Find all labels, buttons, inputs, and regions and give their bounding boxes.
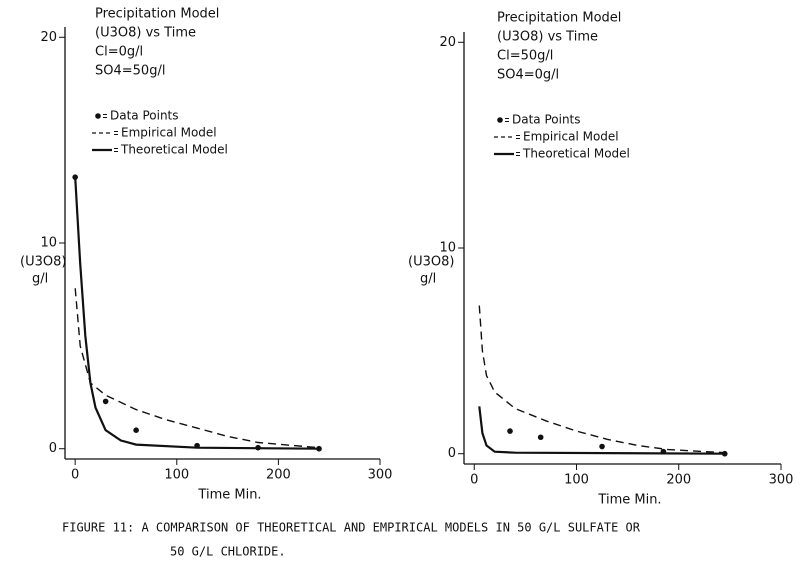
legend-label: Data Points [512, 113, 581, 127]
chart-title: (U3O8) vs Time [497, 30, 598, 45]
y-axis-label: g/l [32, 272, 48, 287]
model-line [478, 406, 725, 455]
x-tick-label: 300 [368, 468, 393, 483]
data-point [102, 398, 109, 405]
chart-title: SO4=50g/l [95, 64, 165, 79]
legend-marker [95, 113, 101, 119]
y-tick-label: 10 [439, 241, 456, 256]
y-tick-label: 10 [40, 236, 57, 251]
data-point [537, 434, 544, 441]
chart-title: (U3O8) vs Time [95, 26, 196, 41]
model-line [74, 288, 320, 449]
chart-title: Cl=50g/l [497, 49, 553, 64]
x-tick-label: 200 [266, 468, 291, 483]
chart-title: Cl=0g/l [95, 45, 143, 60]
legend-label: Empirical Model [121, 126, 217, 140]
y-tick-label: 20 [439, 35, 456, 50]
chart-title: Precipitation Model [95, 7, 219, 22]
data-point [72, 174, 78, 180]
model-line [478, 305, 725, 454]
legend-marker [497, 117, 503, 123]
x-tick-label: 200 [666, 473, 691, 488]
data-point [316, 445, 322, 452]
legend-label: Theoretical Model [522, 147, 630, 161]
data-point [133, 427, 139, 434]
y-tick-label: 20 [40, 30, 57, 45]
caption: 50 G/L CHLORIDE. [170, 545, 286, 559]
y-axis-label: g/l [420, 272, 436, 287]
x-axis-label: Time Min. [197, 488, 261, 503]
x-tick-label: 0 [71, 468, 79, 483]
legend-label: Theoretical Model [120, 143, 228, 157]
x-tick-label: 100 [564, 473, 589, 488]
chart-title: Precipitation Model [497, 11, 621, 26]
chart-title: SO4=0g/l [497, 68, 559, 83]
caption: FIGURE 11: A COMPARISON OF THEORETICAL A… [62, 521, 641, 535]
y-axis-label: (U3O8) [20, 255, 66, 270]
data-point [507, 428, 513, 434]
data-point [599, 443, 605, 450]
x-axis-label: Time Min. [597, 493, 661, 508]
y-tick-label: 0 [49, 441, 57, 456]
y-axis-label: (U3O8) [408, 255, 454, 270]
x-tick-label: 100 [164, 468, 189, 483]
y-tick-label: 0 [448, 446, 456, 461]
model-line [74, 177, 320, 450]
x-tick-label: 0 [470, 473, 478, 488]
x-tick-label: 300 [769, 473, 794, 488]
legend-label: Data Points [110, 109, 179, 123]
legend-label: Empirical Model [523, 130, 619, 144]
